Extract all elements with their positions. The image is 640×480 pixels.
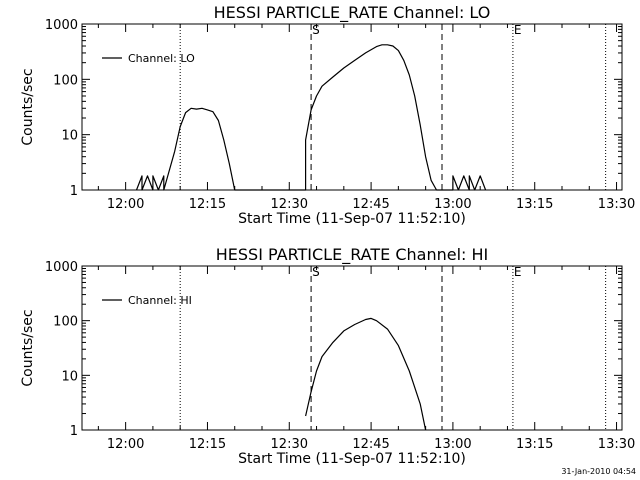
y-tick-label: 1	[70, 424, 78, 439]
y-tick-label: 100	[53, 315, 78, 330]
plot-frame	[81, 23, 623, 191]
marker-s: S	[312, 23, 320, 37]
x-tick-label: 13:30	[598, 437, 635, 452]
x-tick-label: 12:30	[271, 437, 308, 452]
y-tick-label: 1	[70, 184, 78, 199]
chart-title: HESSI PARTICLE_RATE Channel: LO	[214, 3, 491, 23]
x-tick-label: 12:00	[107, 197, 144, 212]
x-tick-label: 12:45	[352, 197, 389, 212]
y-tick-label: 1000	[45, 18, 78, 33]
y-tick-label: 100	[53, 73, 78, 88]
chart-panel-2: HESSI PARTICLE_RATE Channel: HI Counts/se…	[20, 245, 635, 467]
x-tick-label: 13:00	[434, 437, 471, 452]
x-tick-label: 12:30	[271, 197, 308, 212]
x-tick-label: 13:15	[516, 437, 553, 452]
marker-e: E	[514, 265, 522, 279]
chart-panel-1: HESSI PARTICLE_RATE Channel: LO Counts/se…	[20, 3, 635, 227]
y-tick-label: 10	[61, 129, 78, 144]
chart-title: HESSI PARTICLE_RATE Channel: HI	[216, 245, 489, 265]
series-line-1	[305, 317, 427, 431]
x-tick-label: 13:00	[434, 197, 471, 212]
x-axis-label: Start Time (11-Sep-07 11:52:10)	[238, 451, 466, 467]
y-tick-label: 1000	[45, 260, 78, 275]
y-tick-label: 10	[61, 369, 78, 384]
x-tick-label: 12:00	[107, 437, 144, 452]
x-tick-label: 12:45	[352, 437, 389, 452]
legend-label: Channel: HI	[128, 294, 192, 307]
plot-frame	[81, 265, 623, 431]
legend-label: Channel: LO	[128, 52, 195, 65]
x-tick-label: 13:15	[516, 197, 553, 212]
footer-timestamp: 31-Jan-2010 04:54	[561, 467, 636, 476]
x-tick-label: 12:15	[189, 197, 226, 212]
y-axis-label: Counts/sec	[20, 309, 36, 386]
marker-e: E	[514, 23, 522, 37]
y-axis-label: Counts/sec	[20, 68, 36, 145]
x-axis-label: Start Time (11-Sep-07 11:52:10)	[238, 211, 466, 227]
x-tick-label: 13:30	[598, 197, 635, 212]
marker-s: S	[312, 265, 320, 279]
x-tick-label: 12:15	[189, 437, 226, 452]
series-line-1	[135, 44, 487, 191]
